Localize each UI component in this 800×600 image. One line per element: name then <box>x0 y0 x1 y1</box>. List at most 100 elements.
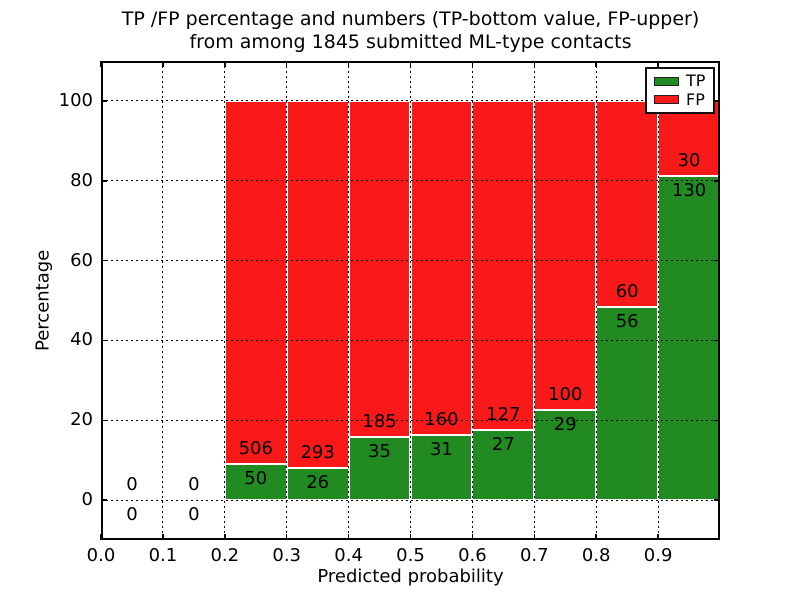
vertical-gridline <box>595 61 597 540</box>
x-tick-mark-top <box>285 61 288 67</box>
vertical-gridline <box>286 61 288 540</box>
tp-bar-segment <box>534 410 597 501</box>
horizontal-gridline <box>101 100 720 102</box>
tp-count-label: 26 <box>306 471 330 493</box>
x-tick-mark-top <box>224 61 226 67</box>
x-tick-mark <box>595 534 597 540</box>
tp-count-label: 130 <box>671 179 707 201</box>
tp-count-label: 56 <box>615 311 639 333</box>
fp-count-label: 160 <box>424 409 459 431</box>
x-tick-label: 0.1 <box>148 545 178 566</box>
tp-count-label: 0 <box>126 504 138 526</box>
x-tick-mark <box>347 534 350 540</box>
x-axis-label: Predicted probability <box>317 566 504 587</box>
y-tick-mark-right <box>714 180 720 182</box>
x-tick-label: 0.6 <box>458 545 487 566</box>
horizontal-gridline <box>101 419 720 421</box>
tp-bar-segment <box>596 307 659 501</box>
x-tick-mark <box>533 534 536 540</box>
y-tick-mark-right <box>714 100 720 102</box>
fp-count-label: 0 <box>126 474 138 496</box>
y-tick-mark <box>101 259 107 262</box>
vertical-gridline <box>410 61 411 540</box>
vertical-gridline <box>348 61 350 540</box>
tp-count-label: 0 <box>188 504 200 526</box>
vertical-gridline <box>162 61 164 540</box>
x-tick-mark-top <box>657 61 659 67</box>
plot-area: 0 0 0 0 506 50 293 26 185 35 160 31 127 27 100 29 60 56 30… <box>100 61 720 540</box>
fp-bar-segment <box>286 100 349 468</box>
x-tick-label: 0.0 <box>86 545 116 566</box>
y-tick-label: 60 <box>70 249 93 271</box>
x-tick-label: 0.5 <box>396 545 425 566</box>
fp-count-label: 127 <box>486 404 521 426</box>
fp-count-label: 0 <box>188 474 200 496</box>
y-tick-mark-right <box>714 499 720 501</box>
fp-count-label: 100 <box>548 384 583 406</box>
x-tick-label: 0.7 <box>519 545 549 566</box>
x-tick-mark-top <box>409 61 412 67</box>
x-tick-label: 0.3 <box>272 545 302 566</box>
fp-bar-segment <box>348 100 411 437</box>
vertical-gridline <box>533 61 535 540</box>
fp-bar-segment <box>224 100 287 465</box>
y-tick-label: 100 <box>58 89 93 111</box>
x-tick-mark-top <box>533 61 536 67</box>
tp-count-label: 50 <box>244 468 268 490</box>
vertical-gridline <box>657 61 659 540</box>
x-tick-mark-top <box>347 61 350 67</box>
y-tick-mark-right <box>714 419 720 421</box>
y-tick-mark <box>101 180 107 182</box>
chart-title: TP /FP percentage and numbers (TP-bottom… <box>101 8 720 54</box>
tp-legend-swatch <box>654 76 679 86</box>
y-axis-label: Percentage <box>32 249 54 352</box>
y-tick-mark-right <box>714 259 720 262</box>
chart-title-line2: from among 1845 submitted ML-type contac… <box>189 31 632 53</box>
y-tick-label: 40 <box>70 329 93 351</box>
x-tick-label: 0.2 <box>210 545 240 566</box>
y-tick-label: 80 <box>70 169 93 191</box>
fp-count-label: 30 <box>677 149 701 171</box>
x-tick-label: 0.8 <box>581 545 611 566</box>
tp-count-label: 31 <box>429 439 453 461</box>
x-tick-mark <box>162 534 164 540</box>
x-tick-mark <box>285 534 288 540</box>
fp-count-label: 60 <box>615 281 639 303</box>
x-tick-mark <box>471 534 474 540</box>
x-tick-mark-top <box>595 61 597 67</box>
fp-count-label: 293 <box>300 441 335 463</box>
horizontal-gridline <box>101 499 720 501</box>
tp-legend-label: TP <box>686 71 706 91</box>
x-tick-mark <box>100 534 102 540</box>
horizontal-gridline <box>101 339 720 341</box>
y-tick-mark <box>101 339 107 342</box>
x-tick-mark-top <box>100 61 102 67</box>
y-tick-label: 0 <box>81 489 93 511</box>
fp-bar-segment <box>596 100 659 308</box>
x-tick-mark <box>409 534 412 540</box>
x-tick-label: 0.4 <box>334 545 363 566</box>
y-tick-mark <box>101 499 107 501</box>
fp-count-label: 506 <box>238 438 273 460</box>
x-tick-mark <box>657 534 659 540</box>
x-tick-label: 0.9 <box>643 545 673 566</box>
y-tick-mark <box>101 100 107 102</box>
x-tick-mark-top <box>471 61 474 67</box>
horizontal-gridline <box>101 180 720 182</box>
legend-box: TP FP <box>645 67 715 114</box>
tp-count-label: 29 <box>553 414 577 436</box>
chart-title-line1: TP /FP percentage and numbers (TP-bottom… <box>121 8 700 30</box>
fp-legend-swatch <box>654 95 679 105</box>
fp-bar-segment <box>534 100 597 411</box>
fp-bar-segment <box>472 100 535 431</box>
tp-count-label: 27 <box>491 434 515 456</box>
y-tick-mark-right <box>714 339 720 342</box>
tp-count-label: 35 <box>368 440 391 462</box>
x-tick-mark-top <box>162 61 164 67</box>
vertical-gridline <box>471 61 473 540</box>
fp-bar-segment <box>410 100 473 436</box>
legend-item-tp: TP <box>654 73 706 89</box>
vertical-gridline <box>224 61 226 540</box>
y-tick-label: 20 <box>70 409 93 431</box>
